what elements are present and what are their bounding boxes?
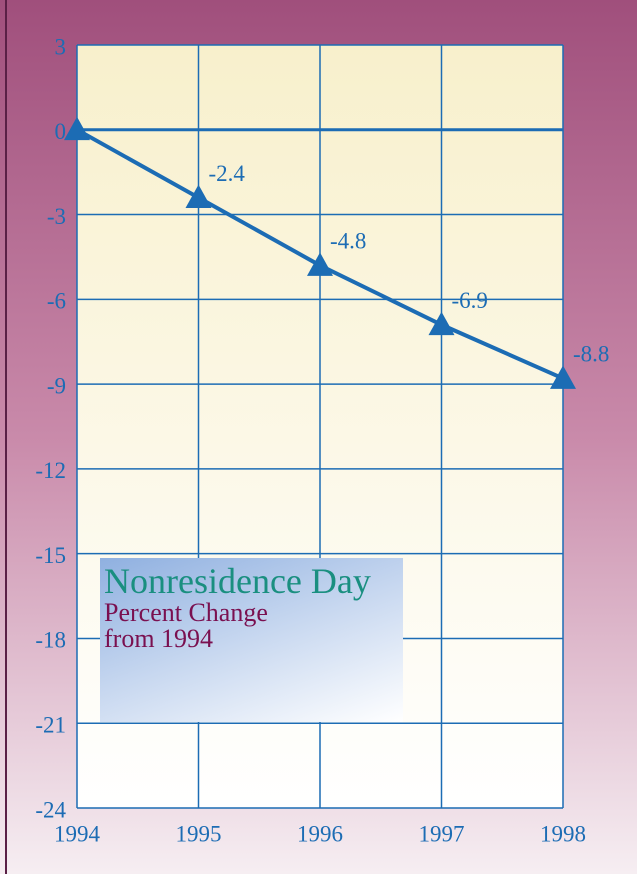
- data-label: -8.8: [573, 342, 609, 367]
- x-tick-label: 1997: [419, 821, 465, 846]
- data-label: -6.9: [452, 288, 488, 313]
- marker: [185, 184, 212, 208]
- data-label: -4.8: [330, 229, 366, 254]
- marker: [550, 365, 576, 389]
- y-tick-label: -12: [35, 458, 66, 483]
- marker: [307, 252, 333, 276]
- data-label: -2.4: [209, 161, 246, 186]
- x-tick-label: 1994: [54, 821, 101, 846]
- y-tick-label: 0: [55, 119, 67, 144]
- x-tick-label: 1998: [540, 821, 586, 846]
- y-tick-label: -6: [47, 289, 66, 314]
- marker: [428, 311, 455, 336]
- y-tick-label: -24: [35, 797, 66, 822]
- y-tick-label: 3: [55, 34, 67, 59]
- chart-title: Nonresidence Day: [104, 561, 371, 601]
- y-tick-label: -21: [35, 713, 66, 738]
- y-tick-label: -3: [47, 204, 66, 229]
- y-tick-label: -15: [35, 543, 66, 568]
- x-tick-label: 1996: [297, 821, 343, 846]
- chart-subtitle: Percent Change from 1994: [104, 598, 268, 653]
- marker: [64, 116, 90, 141]
- y-tick-label: -9: [47, 373, 66, 398]
- x-tick-label: 1995: [176, 821, 222, 846]
- y-tick-label: -18: [35, 628, 66, 653]
- legend-box: Nonresidence Day Percent Change from 199…: [100, 558, 403, 722]
